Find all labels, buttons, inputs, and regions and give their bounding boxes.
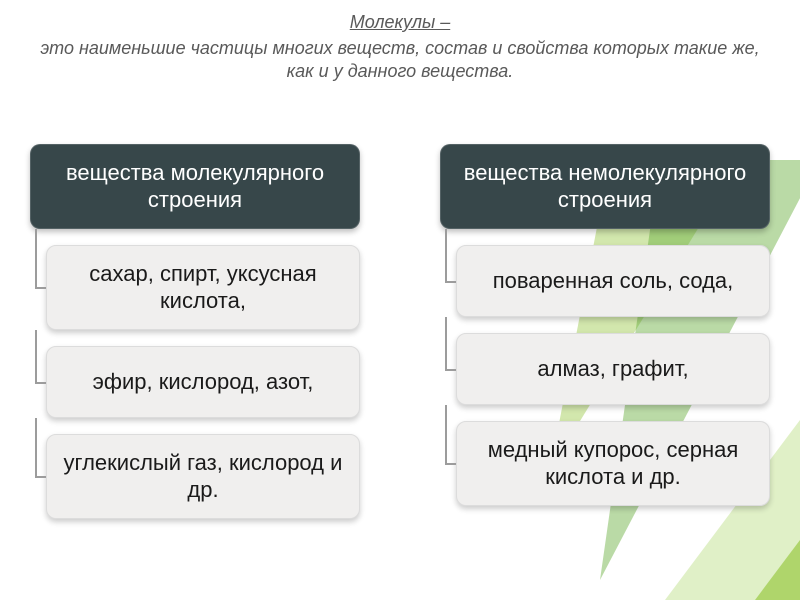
page-subtitle: это наименьшие частицы многих веществ, с… [0,33,800,84]
right-item-wrap-1: алмаз, графит, [456,333,770,405]
right-item-0: поваренная соль, сода, [456,245,770,317]
column-right: вещества немолекулярного строения поваре… [440,144,770,519]
right-item-2: медный купорос, серная кислота и др. [456,421,770,506]
page-title: Молекулы – [0,0,800,33]
subtitle-post: веществ, состав и свойства которых такие… [287,38,760,81]
columns: вещества молекулярного строения сахар, с… [0,84,800,519]
right-item-1: алмаз, графит, [456,333,770,405]
column-left: вещества молекулярного строения сахар, с… [30,144,360,519]
left-item-2: углекислый газ, кислород и др. [46,434,360,519]
subtitle-pre: это наименьшие частицы [40,38,272,58]
subtitle-emph: многих [272,38,332,58]
right-item-wrap-0: поваренная соль, сода, [456,245,770,317]
left-item-0: сахар, спирт, уксусная кислота, [46,245,360,330]
right-item-wrap-2: медный купорос, серная кислота и др. [456,421,770,506]
right-header: вещества немолекулярного строения [440,144,770,229]
left-item-wrap-2: углекислый газ, кислород и др. [46,434,360,519]
left-item-wrap-0: сахар, спирт, уксусная кислота, [46,245,360,330]
left-header: вещества молекулярного строения [30,144,360,229]
left-item-1: эфир, кислород, азот, [46,346,360,418]
left-item-wrap-1: эфир, кислород, азот, [46,346,360,418]
